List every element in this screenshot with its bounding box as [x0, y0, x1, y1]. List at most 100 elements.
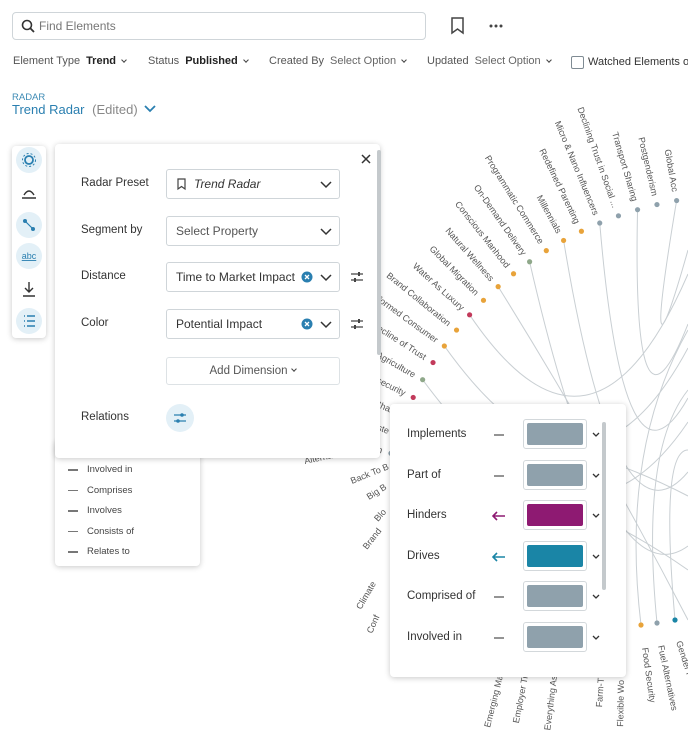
radar-label: Employer Tr	[511, 674, 530, 724]
filter-value: Select Option	[474, 55, 541, 67]
swatch-box[interactable]	[523, 540, 587, 571]
radar-dot	[467, 312, 473, 318]
relations-button[interactable]	[165, 403, 195, 433]
swatch-box[interactable]	[523, 459, 587, 490]
radar-dot	[672, 617, 678, 623]
color-swatch	[527, 423, 583, 445]
relation-name: Hinders	[407, 509, 447, 522]
dropdown-chevron	[320, 274, 332, 282]
watched-label: Watched Elements on	[588, 56, 688, 68]
filter-label: Status	[148, 55, 180, 67]
swatch-box[interactable]	[523, 622, 587, 652]
knob	[354, 278, 356, 282]
radar-label: Brand Collaboration	[385, 270, 453, 328]
more-button[interactable]	[488, 23, 504, 29]
dimension-settings[interactable]	[350, 317, 364, 331]
radar-dot	[480, 297, 487, 303]
dropdown-value: Trend Radar	[194, 177, 261, 191]
radar-label: Conf	[365, 613, 382, 635]
svg-text:abc: abc	[22, 251, 37, 261]
sliders	[351, 273, 363, 281]
relation-icon	[494, 474, 504, 477]
dropdown[interactable]: Trend Radar	[166, 169, 340, 199]
relation-name: Implements	[407, 428, 467, 440]
dimension-settings[interactable]	[350, 270, 364, 284]
swatch-box[interactable]	[523, 581, 587, 612]
dropdown-value: Select Property	[176, 224, 259, 238]
search-box[interactable]: Find Elements	[12, 12, 426, 40]
arrow	[492, 552, 505, 562]
radar-label: Food Security	[640, 647, 658, 704]
relation-icon	[492, 552, 505, 562]
filter[interactable]: Element Type Trend	[13, 55, 127, 67]
relation-curve	[660, 200, 688, 325]
scrollbar[interactable]	[602, 422, 606, 590]
filter[interactable]: Status Published	[148, 55, 249, 67]
relation-icon	[494, 637, 504, 639]
list-item: Comprises	[87, 484, 133, 496]
clear-button[interactable]	[301, 271, 313, 283]
search-placeholder: Find Elements	[39, 19, 116, 33]
bookmark-shape	[177, 177, 186, 190]
title-chevron[interactable]	[143, 104, 157, 114]
filter-value: Trend	[86, 55, 117, 67]
breadcrumb[interactable]: RADAR	[12, 92, 46, 103]
row-label: Color	[81, 317, 109, 329]
scrollbar[interactable]	[377, 150, 381, 355]
knob	[358, 319, 360, 323]
color-swatch	[527, 504, 583, 527]
dropdown[interactable]: Time to Market Impact	[166, 262, 340, 292]
radar-label: On-Demand Delivery	[472, 183, 529, 258]
list-dash	[68, 469, 78, 471]
relation-name: Involved in	[407, 631, 462, 643]
filter-label: Updated	[427, 55, 469, 67]
swatch-chevron	[592, 473, 600, 478]
dropdown[interactable]: Potential Impact	[166, 309, 340, 339]
row-label: Radar Preset	[81, 177, 149, 189]
swatch-chevron	[592, 635, 600, 640]
radar-dot	[543, 248, 549, 254]
relations-label: Relations	[81, 411, 129, 423]
swatch-chevron	[592, 432, 600, 437]
add-dimension-button[interactable]: Add Dimension	[166, 357, 340, 385]
radar-label: Flexible Wo	[615, 680, 626, 727]
filter[interactable]: Created By Select Option	[269, 55, 407, 67]
list-item: Relates to	[87, 546, 130, 557]
radar-dot	[561, 237, 567, 244]
list-item: Involves	[87, 505, 122, 516]
radar-label: Farm-T	[594, 677, 606, 708]
chevron-shape	[592, 554, 600, 559]
radar-dot	[453, 327, 460, 333]
list-item: Consists of	[87, 525, 134, 537]
swatch-box[interactable]	[523, 500, 587, 531]
radar-label: Emerging Ma	[482, 674, 505, 728]
list-item: Involved in	[87, 464, 133, 475]
clear-button[interactable]	[301, 318, 313, 330]
color-swatch	[527, 463, 583, 486]
radar-dot	[654, 620, 660, 626]
filter-value: Select Option	[330, 55, 397, 67]
radar-label: Back To B	[349, 461, 390, 485]
chevron	[121, 57, 127, 63]
filter[interactable]: Updated Select Option	[427, 55, 552, 67]
relation-curve	[599, 222, 688, 431]
relation-icon	[494, 596, 504, 599]
swatch-box[interactable]	[523, 419, 587, 449]
swatch-chevron	[592, 554, 600, 559]
radar-dot	[674, 197, 680, 204]
watched-checkbox[interactable]	[571, 56, 584, 69]
close-button[interactable]	[361, 154, 371, 164]
bookmark-icon	[177, 177, 186, 190]
relation-curve	[669, 449, 688, 621]
bookmark-button[interactable]	[450, 17, 466, 35]
title: Trend Radar	[12, 102, 85, 117]
radar-dot	[615, 213, 622, 219]
radar-dot	[495, 284, 501, 290]
chevron-shape	[592, 635, 600, 640]
dropdown[interactable]: Select Property	[166, 216, 340, 246]
chevron-shape	[320, 321, 332, 329]
relation-icon	[494, 434, 504, 436]
radar-label: Big B	[365, 482, 389, 502]
relation-name: Comprised of	[407, 590, 476, 603]
dropdown-value: Potential Impact	[176, 317, 263, 331]
